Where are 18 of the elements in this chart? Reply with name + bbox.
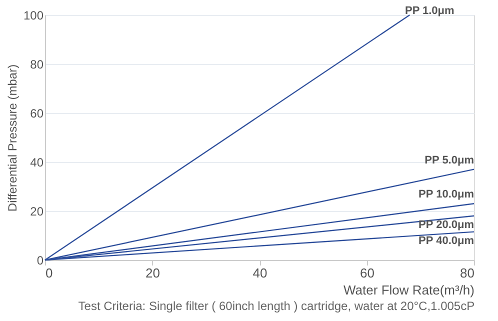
y-tick-label: 20 xyxy=(30,204,44,218)
y-tick-label: 100 xyxy=(23,8,44,22)
text: Test Criteria: Single filter ( 60inch length ) cartridge, water at 20°C,1.005cP xyxy=(78,299,475,313)
x-tick-label: 20 xyxy=(146,266,160,280)
x-tick-label: 80 xyxy=(460,266,474,280)
x-tick-label: 60 xyxy=(360,266,374,280)
y-tick-label: 80 xyxy=(30,58,44,72)
y-tick-label: 40 xyxy=(30,156,44,170)
series-label: PP 40.0μm xyxy=(418,234,474,247)
y-tick-label: 60 xyxy=(30,106,44,120)
series-label: PP 5.0μm xyxy=(424,154,474,166)
x-axis-title: Water Flow Rate(m³/h) xyxy=(344,282,474,298)
series-label: PP 20.0μm xyxy=(418,218,474,231)
series-label: PP 10.0μm xyxy=(418,188,474,201)
y-axis-title: Differential Pressure (mbar) xyxy=(5,64,20,212)
series-label: PP 1.0μm xyxy=(404,5,455,17)
x-tick-label: 40 xyxy=(252,266,268,280)
y-tick-label: 0 xyxy=(36,254,44,268)
